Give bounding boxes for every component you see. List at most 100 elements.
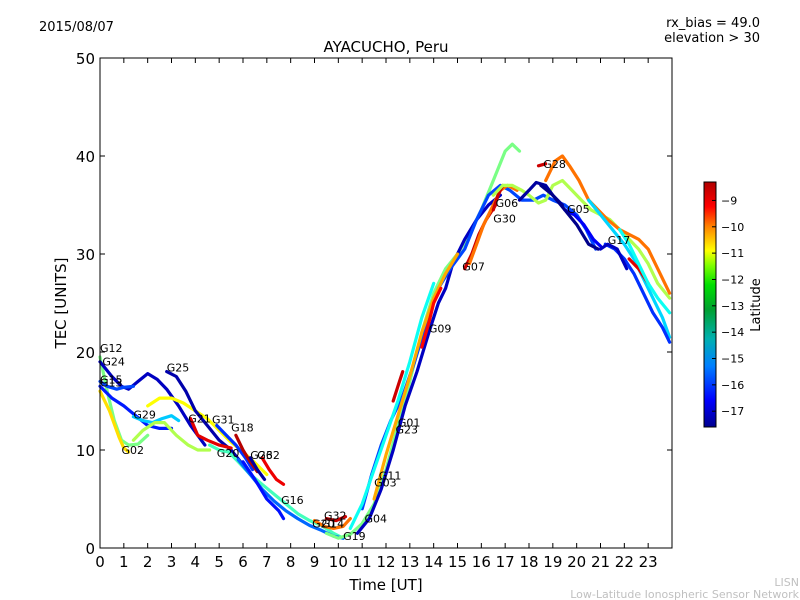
series-line-g05 <box>563 208 603 248</box>
x-axis-label: Time [UT] <box>348 576 422 594</box>
series-line-g28 <box>544 154 672 295</box>
satellite-label: G29 <box>133 409 156 422</box>
satellite-label: G16 <box>281 494 304 507</box>
colorbar-tick-label: −16 <box>721 379 744 392</box>
x-tick-label: 3 <box>167 553 177 571</box>
satellite-label: G19 <box>343 530 366 543</box>
x-tick-label: 7 <box>262 553 272 571</box>
series-line-g06 <box>491 178 672 300</box>
satellite-label: G20 <box>312 517 335 530</box>
colorbar-tick-label: −15 <box>721 353 744 366</box>
satellite-label: G18 <box>231 421 254 434</box>
series-line-g17e <box>618 227 672 315</box>
x-tick-label: 19 <box>543 553 562 571</box>
satellite-label: G07 <box>462 261 485 274</box>
series-line-g05b <box>539 183 600 251</box>
x-tick-label: 5 <box>214 553 224 571</box>
x-tick-label: 9 <box>310 553 320 571</box>
x-tick-label: 1 <box>119 553 129 571</box>
x-tick-label: 12 <box>376 553 395 571</box>
satellite-label: G14 <box>322 517 345 530</box>
x-tick-label: 4 <box>191 553 201 571</box>
x-axis: 0 1 2 3 4 5 6 7 8 9 10 11 12 13 14 15 16 17 18 19 20 21 22 23 <box>95 58 658 571</box>
satellite-label: G13 <box>100 376 123 389</box>
y-axis-label: TEC [UNITS] <box>52 258 70 350</box>
colorbar-tick-label: −12 <box>721 273 744 286</box>
series-line-g01 <box>372 252 460 501</box>
series-line-g11 <box>348 281 436 530</box>
series-line-g17d <box>598 242 629 271</box>
series-line-g17 <box>587 198 672 339</box>
satellite-label: G12 <box>100 342 123 355</box>
satellite-label: G21 <box>188 413 211 426</box>
series-line-g13 <box>98 384 174 430</box>
elevation-label: elevation > 30 <box>664 31 760 46</box>
satellite-label: G32 <box>257 449 280 462</box>
x-tick-label: 8 <box>286 553 296 571</box>
satellite-label: G15 <box>100 373 123 386</box>
satellite-label: G32 <box>324 510 347 523</box>
chart-title: AYACUCHO, Peru <box>323 38 448 56</box>
x-tick-label: 10 <box>329 553 348 571</box>
satellite-label: G03 <box>374 476 397 489</box>
satellite-label: G30 <box>493 213 516 226</box>
x-tick-label: 23 <box>639 553 658 571</box>
satellite-label: G23 <box>396 423 419 436</box>
series-line-g02b <box>131 421 212 452</box>
x-tick-label: 14 <box>424 553 443 571</box>
y-tick-label: 20 <box>76 344 95 362</box>
footer-org-full: Low-Latitude Ionospheric Sensor Network <box>570 588 799 600</box>
series-line-g16b <box>241 460 286 521</box>
colorbar <box>703 181 717 428</box>
x-tick-label: 22 <box>615 553 634 571</box>
satellite-label: G11 <box>379 469 402 482</box>
y-tick-label: 10 <box>76 442 95 460</box>
y-tick-label: 40 <box>76 148 95 166</box>
x-tick-label: 15 <box>448 553 467 571</box>
satellite-label: G26 <box>250 449 273 462</box>
satellite-label: G25 <box>167 362 190 375</box>
series-line-g15 <box>98 379 135 391</box>
satellite-label: G31 <box>212 414 235 427</box>
series-line-g31 <box>215 423 255 472</box>
y-axis: 0 10 20 30 40 50 <box>76 50 672 558</box>
x-tick-label: 11 <box>353 553 372 571</box>
colorbar-tick-label: −13 <box>721 300 744 313</box>
x-tick-label: 17 <box>496 553 515 571</box>
satellite-label: G17 <box>608 234 631 247</box>
x-tick-label: 0 <box>95 553 105 571</box>
colorbar-tick-label: −14 <box>721 326 744 339</box>
colorbar-tick-label: −17 <box>721 405 744 418</box>
x-tick-label: 16 <box>472 553 491 571</box>
satellite-label: G24 <box>102 356 125 369</box>
series-line-g32 <box>260 456 286 486</box>
series-line-g21 <box>189 417 233 450</box>
colorbar-tick-label: −10 <box>721 221 744 234</box>
series-line-g26 <box>248 456 267 481</box>
series-line-g24 <box>98 360 207 447</box>
x-tick-label: 6 <box>238 553 248 571</box>
satellite-label: G04 <box>365 513 388 526</box>
date-label: 2015/08/07 <box>39 20 114 35</box>
y-tick-label: 50 <box>76 50 95 68</box>
x-tick-label: 2 <box>143 553 153 571</box>
x-tick-label: 13 <box>400 553 419 571</box>
satellite-label: G05 <box>567 203 590 216</box>
colorbar-tick-label: −9 <box>721 194 737 207</box>
satellite-label: G02 <box>122 444 145 457</box>
y-tick-label: 30 <box>76 246 95 264</box>
series-line-g09 <box>420 286 443 349</box>
x-tick-label: 20 <box>567 553 586 571</box>
series-line-g23 <box>391 370 405 403</box>
x-tick-label: 21 <box>591 553 610 571</box>
series-line-g32b <box>324 515 348 523</box>
satellite-label: G09 <box>429 322 452 335</box>
series-line-g29 <box>131 414 181 425</box>
colorbar-label: Latitude <box>749 278 764 332</box>
satellite-label: G06 <box>496 197 519 210</box>
x-tick-label: 18 <box>519 553 538 571</box>
footer-org-short: LISN <box>774 576 799 589</box>
series-line-g14 <box>312 517 352 530</box>
